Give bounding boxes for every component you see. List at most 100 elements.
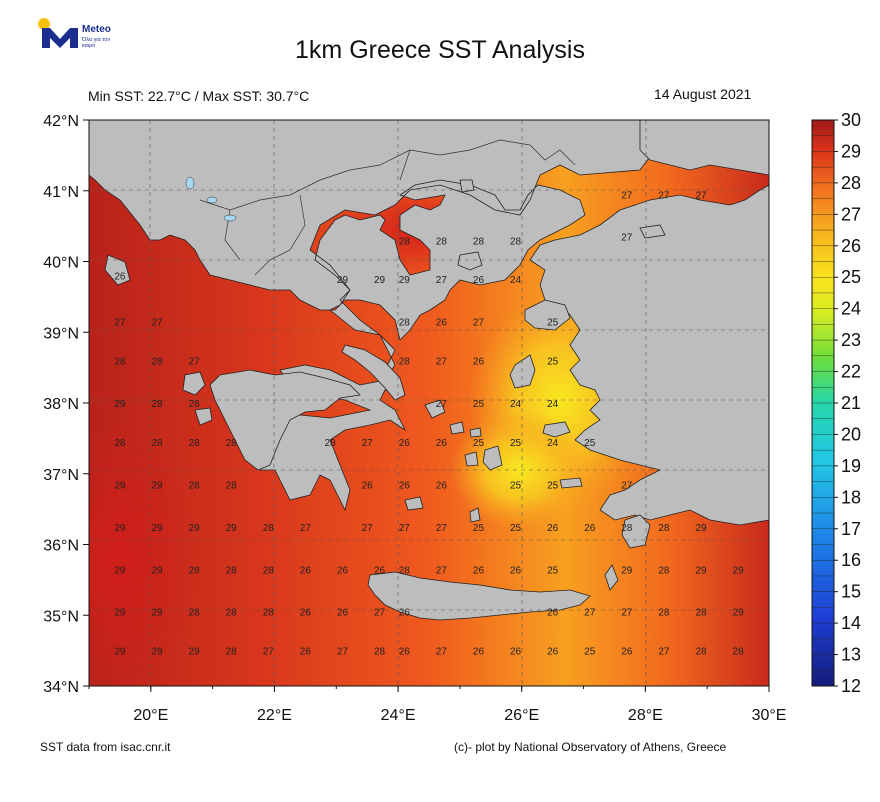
santorini xyxy=(469,507,481,523)
colorbar-tick-label: 12 xyxy=(841,676,861,696)
sst-value-label: 28 xyxy=(473,236,485,247)
sst-value-label: 27 xyxy=(399,523,411,534)
sst-value-label: 26 xyxy=(399,647,411,658)
tinos xyxy=(449,421,465,435)
colorbar-tick-label: 28 xyxy=(841,173,861,193)
sst-value-label: 27 xyxy=(658,647,670,658)
sst-value-label: 26 xyxy=(374,565,386,576)
karpathos xyxy=(604,564,619,591)
lon-tick-label: 28°E xyxy=(628,707,663,724)
colorbar-tick-label: 27 xyxy=(841,204,861,224)
sst-value-label: 28 xyxy=(658,523,670,534)
lat-tick-label: 39°N xyxy=(43,325,79,342)
sst-value-label: 26 xyxy=(473,565,485,576)
latitude-axis: 42°N 41°N 40°N 39°N 38°N 37°N 36°N 35°N 34°N xyxy=(43,113,89,696)
lesvos xyxy=(524,299,571,331)
sst-value-label: 27 xyxy=(621,480,633,491)
sst-value-label: 25 xyxy=(473,438,485,449)
colorbar-ticks: 30 29 28 27 26 25 24 23 22 21 20 19 18 17 16 15 14 13 12 xyxy=(834,110,861,696)
lon-tick-label: 22°E xyxy=(257,707,292,724)
sst-value-label: 29 xyxy=(114,608,126,619)
sst-value-label: 27 xyxy=(584,608,596,619)
lon-tick-label: 26°E xyxy=(504,707,539,724)
sst-value-label: 28 xyxy=(151,399,163,410)
sst-value-label: 28 xyxy=(399,565,411,576)
sst-value-label: 26 xyxy=(300,565,312,576)
sst-value-label: 26 xyxy=(584,523,596,534)
sst-value-label: 29 xyxy=(114,399,126,410)
sst-value-label: 29 xyxy=(621,565,633,576)
data-credit: SST data from isac.cnr.it xyxy=(40,740,171,754)
sst-value-label: 29 xyxy=(374,275,386,286)
sst-value-label: 27 xyxy=(362,438,374,449)
sst-value-label: 25 xyxy=(510,438,522,449)
sst-value-label: 27 xyxy=(362,523,374,534)
colorbar-tick-label: 21 xyxy=(841,393,861,413)
sst-value-label: 29 xyxy=(114,523,126,534)
sst-value-label: 28 xyxy=(151,357,163,368)
sst-value-label: 29 xyxy=(114,565,126,576)
sst-value-label: 29 xyxy=(114,647,126,658)
crete xyxy=(367,571,591,621)
colorbar-bands xyxy=(812,119,834,687)
kefalonia xyxy=(182,371,206,396)
sst-value-label: 26 xyxy=(436,438,448,449)
sst-value-label: 25 xyxy=(473,523,485,534)
sst-value-label: 28 xyxy=(226,608,238,619)
sst-value-label: 27 xyxy=(473,318,485,329)
page-title: 1km Greece SST Analysis xyxy=(295,36,585,64)
lon-tick-label: 20°E xyxy=(133,707,168,724)
sst-value-label: 28 xyxy=(325,438,337,449)
limnos xyxy=(457,251,483,271)
sst-value-label: 27 xyxy=(436,399,448,410)
sst-value-label: 26 xyxy=(399,438,411,449)
lat-tick-label: 34°N xyxy=(43,679,79,696)
sst-value-label: 26 xyxy=(436,480,448,491)
sst-value-label: 26 xyxy=(300,647,312,658)
sst-value-label: 27 xyxy=(621,190,633,201)
sst-value-label: 27 xyxy=(263,647,275,658)
sst-value-label: 27 xyxy=(695,190,707,201)
logo-text: Meteo xyxy=(82,24,111,35)
sst-value-label: 25 xyxy=(547,480,559,491)
sst-value-label: 27 xyxy=(300,523,312,534)
colorbar-tick-label: 22 xyxy=(841,362,861,382)
lat-tick-label: 38°N xyxy=(43,396,79,413)
map-area: 26 27 27 28 28 27 29 28 28 28 28 28 28 29 29 28 28 29 29 29… xyxy=(89,120,769,686)
milos xyxy=(404,496,424,511)
corfu xyxy=(104,254,131,286)
longitude-axis: 20°E 22°E 24°E 26°E 28°E 30°E xyxy=(88,686,786,724)
colorbar-tick-label: 20 xyxy=(841,424,861,444)
lat-tick-label: 40°N xyxy=(43,255,79,272)
colorbar-tick-label: 14 xyxy=(841,613,861,633)
sst-value-label: 28 xyxy=(733,647,745,658)
sst-value-label: 28 xyxy=(189,565,201,576)
sst-value-label: 28 xyxy=(226,438,238,449)
sst-value-label: 28 xyxy=(263,565,275,576)
lat-tick-label: 41°N xyxy=(43,184,79,201)
sst-value-label: 29 xyxy=(695,523,707,534)
hot-ionian xyxy=(89,420,200,686)
colorbar-tick-label: 25 xyxy=(841,267,861,287)
lon-tick-label: 24°E xyxy=(381,707,416,724)
sst-value-label: 26 xyxy=(436,318,448,329)
sst-value-label: 28 xyxy=(189,480,201,491)
sst-value-label: 29 xyxy=(189,647,201,658)
sst-value-label: 27 xyxy=(436,523,448,534)
sst-value-label: 26 xyxy=(510,565,522,576)
sst-value-label: 28 xyxy=(399,318,411,329)
sst-value-label: 26 xyxy=(473,357,485,368)
sst-value-label: 27 xyxy=(337,647,349,658)
sst-value-label: 26 xyxy=(300,608,312,619)
colorbar-tick-label: 13 xyxy=(841,645,861,665)
turkey xyxy=(529,120,769,526)
sst-value-label: 28 xyxy=(399,236,411,247)
sst-value-label: 29 xyxy=(695,565,707,576)
sst-value-label: 27 xyxy=(436,275,448,286)
sst-value-label: 26 xyxy=(362,480,374,491)
plot-credit: (c)- plot by National Observatory of Ath… xyxy=(454,740,727,754)
sst-value-label: 27 xyxy=(436,357,448,368)
sst-value-label: 28 xyxy=(621,523,633,534)
analysis-date: 14 August 2021 xyxy=(654,86,752,102)
sst-value-label: 27 xyxy=(374,608,386,619)
